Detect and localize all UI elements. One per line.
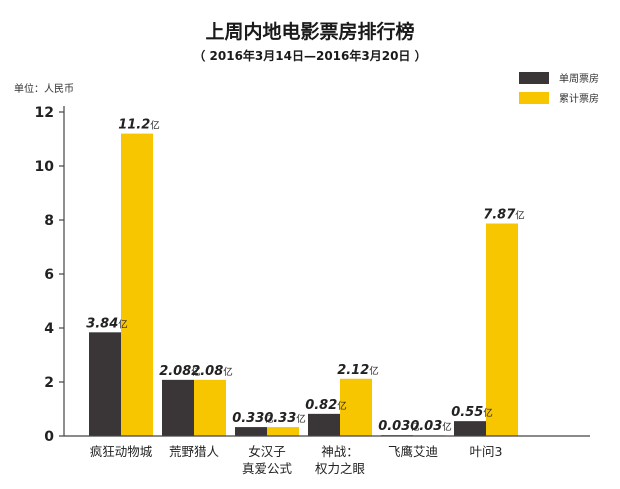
bar-cumulative — [121, 133, 153, 436]
data-label: 0.33亿 — [232, 411, 274, 426]
data-label: 2.12亿 — [337, 363, 379, 378]
chart-subtitle: （ 2016年3月14日—2016年3月20日 ） — [193, 48, 426, 63]
legend-label: 累计票房 — [559, 92, 599, 105]
category-label: 女汉子真爱公式 — [242, 444, 293, 476]
category-label: 神战：权力之眼 — [315, 444, 366, 476]
bar-cumulative — [486, 223, 518, 436]
y-tick-label: 6 — [44, 267, 54, 283]
legend-swatch — [519, 72, 549, 84]
y-tick-label: 10 — [35, 159, 55, 175]
y-axis: 0 2 4 6 8 10 12 — [35, 105, 65, 445]
data-label: 2.08亿 — [191, 364, 233, 379]
bar-weekly — [235, 427, 267, 436]
y-tick-label: 2 — [44, 375, 54, 391]
bars — [89, 133, 518, 436]
data-label: 0.33亿 — [264, 411, 306, 426]
bar-cumulative — [340, 378, 372, 436]
y-tick-label: 12 — [35, 105, 54, 121]
chart-title: 上周内地电影票房排行榜 — [205, 20, 414, 43]
legend-label: 单周票房 — [559, 72, 599, 85]
category-label: 疯狂动物城 — [90, 444, 153, 459]
data-label: 0.03亿 — [410, 419, 452, 434]
legend-swatch — [519, 92, 549, 104]
bar-weekly — [454, 421, 486, 436]
data-label: 0.03亿 — [378, 419, 420, 434]
bar-cumulative — [194, 379, 226, 436]
bar-weekly — [89, 332, 121, 436]
data-label: 0.82亿 — [305, 398, 347, 413]
data-labels: 3.84亿11.2亿2.08亿2.08亿0.33亿0.33亿0.82亿2.12亿… — [86, 118, 525, 435]
y-tick-label: 4 — [44, 321, 54, 337]
bar-weekly — [162, 379, 194, 436]
data-label: 0.55亿 — [451, 405, 493, 420]
unit-label: 单位：人民币 — [14, 82, 74, 95]
category-label: 叶问3 — [470, 444, 503, 459]
data-label: 7.87亿 — [483, 208, 525, 223]
category-label: 飞鹰艾迪 — [388, 444, 438, 459]
data-label: 11.2亿 — [118, 118, 160, 133]
y-tick-label: 0 — [44, 429, 54, 445]
y-tick-label: 8 — [44, 213, 54, 229]
category-label: 荒野猎人 — [169, 444, 220, 459]
bar-cumulative — [267, 427, 299, 436]
bar-weekly — [308, 413, 340, 436]
data-label: 3.84亿 — [86, 316, 128, 331]
data-label: 2.08亿 — [159, 364, 201, 379]
